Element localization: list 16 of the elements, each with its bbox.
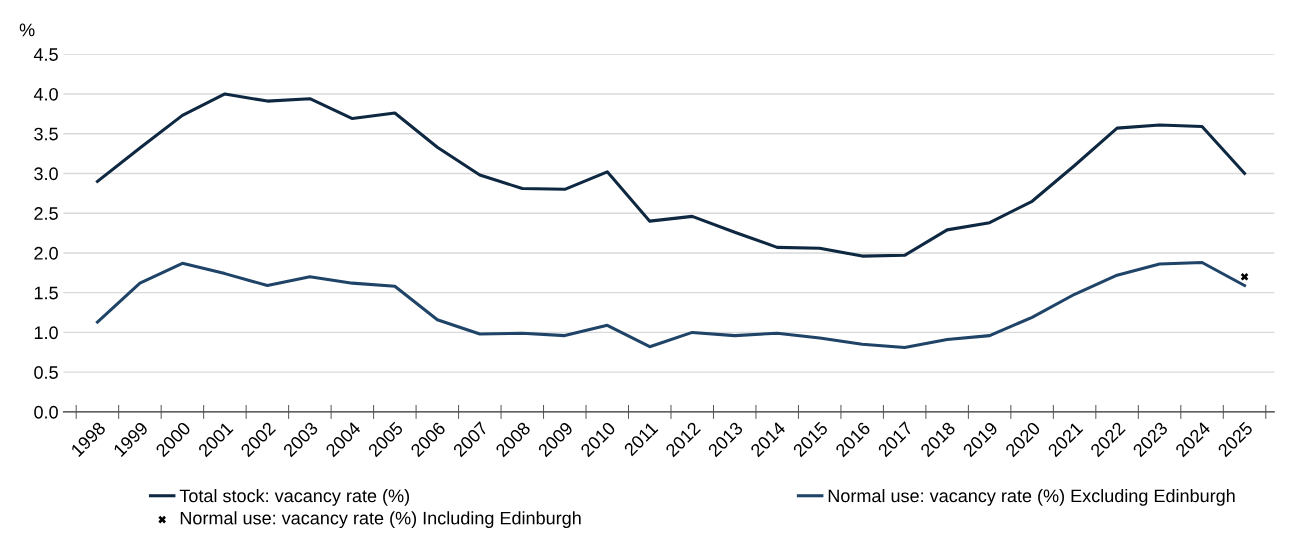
y-tick-label: 2.0 bbox=[34, 246, 58, 260]
line-series bbox=[95, 92, 1247, 258]
legend-label: Normal use: vacancy rate (%) Including Edinburgh bbox=[180, 511, 581, 529]
y-tick-label: 0.0 bbox=[34, 405, 58, 419]
line-series bbox=[95, 260, 1247, 350]
y-tick-label: 1.5 bbox=[34, 286, 58, 300]
y-tick-label: 0.5 bbox=[34, 366, 58, 379]
y-axis-title: % bbox=[19, 23, 35, 37]
y-tick-label: 4.5 bbox=[33, 48, 58, 61]
legend-label: Normal use: vacancy rate (%) Excluding Edinburgh bbox=[828, 488, 1235, 506]
y-tick-label: 3.0 bbox=[34, 167, 58, 181]
legend-label: Total stock: vacancy rate (%) bbox=[179, 488, 409, 506]
y-tick-label: 1.0 bbox=[34, 326, 58, 340]
y-tick-label: 3.5 bbox=[34, 127, 58, 141]
y-tick-label: 2.5 bbox=[34, 207, 58, 220]
y-tick-label: 4.0 bbox=[33, 87, 58, 101]
